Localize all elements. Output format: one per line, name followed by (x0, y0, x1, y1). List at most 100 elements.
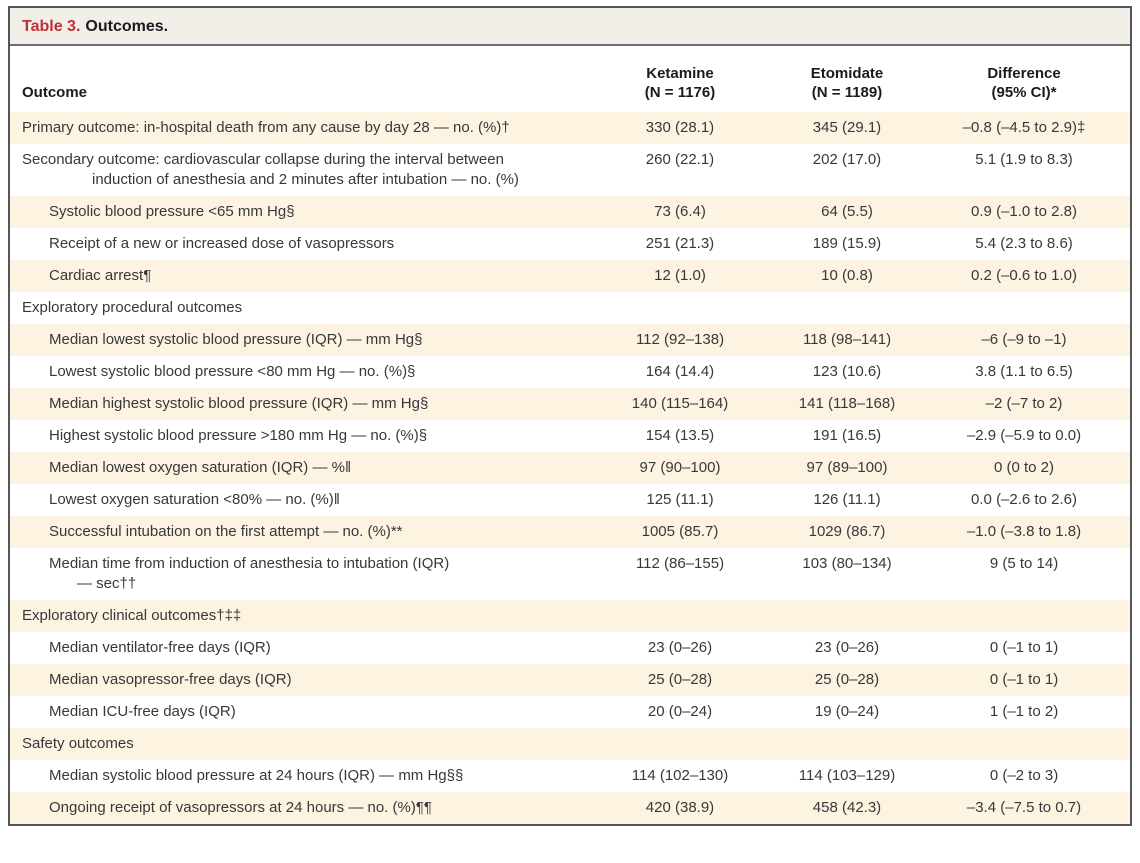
ketamine-value: 164 (14.4) (645, 363, 715, 380)
column-header-etomidate-name: Etomidate (810, 65, 884, 82)
outcome-label-line: Lowest oxygen saturation <80% — no. (%)‖ (49, 491, 340, 508)
difference-value: 1 (–1 to 2) (989, 703, 1059, 720)
table-row: Median ventilator-free days (IQR) 23 (0–2… (10, 632, 1130, 664)
etomidate-value: 97 (89–100) (806, 459, 888, 476)
column-header-outcome: Outcome (22, 84, 88, 101)
table-title-bar: Table 3. Outcomes. (10, 8, 1130, 46)
outcome-label-line: Median ICU-free days (IQR) (49, 703, 236, 720)
column-header-ketamine-name: Ketamine (646, 65, 714, 82)
outcome-label-line: Median highest systolic blood pressure (… (49, 395, 429, 412)
difference-value: 5.4 (2.3 to 8.6) (975, 235, 1073, 252)
etomidate-value: 123 (10.6) (812, 363, 882, 380)
table-row: Successful intubation on the first attem… (10, 516, 1130, 548)
outcome-label-line: induction of anesthesia and 2 minutes af… (92, 171, 519, 188)
outcome-label: Median highest systolic blood pressure (… (10, 388, 596, 420)
table-number: Table 3. (22, 18, 81, 35)
etomidate-value: 141 (118–168) (798, 395, 896, 412)
etomidate-value: 19 (0–24) (814, 703, 880, 720)
outcome-label: Median lowest systolic blood pressure (I… (10, 324, 596, 356)
outcome-label-line: Median ventilator-free days (IQR) (49, 639, 271, 656)
table-body: Primary outcome: in-hospital death from … (10, 112, 1130, 824)
table-row: Safety outcomes (10, 728, 1130, 760)
table-row: Median lowest systolic blood pressure (I… (10, 324, 1130, 356)
difference-value: –2 (–7 to 2) (985, 395, 1063, 412)
etomidate-value: 189 (15.9) (812, 235, 882, 252)
outcome-label: Highest systolic blood pressure >180 mm … (10, 420, 596, 452)
outcome-label-line: Successful intubation on the first attem… (49, 523, 403, 540)
outcome-label-line: Systolic blood pressure <65 mm Hg§ (49, 203, 295, 220)
outcome-label-line: Primary outcome: in-hospital death from … (22, 119, 510, 136)
outcome-label: Median lowest oxygen saturation (IQR) — … (10, 452, 596, 484)
ketamine-value: 97 (90–100) (639, 459, 721, 476)
difference-value: –0.8 (–4.5 to 2.9)‡ (962, 119, 1086, 136)
etomidate-value: 114 (103–129) (798, 767, 896, 784)
column-header-ketamine: Ketamine (N = 1176) (596, 64, 764, 102)
outcome-label: Systolic blood pressure <65 mm Hg§ (10, 196, 596, 228)
table-row: Highest systolic blood pressure >180 mm … (10, 420, 1130, 452)
ketamine-value: 20 (0–24) (647, 703, 713, 720)
table-row: Exploratory procedural outcomes (10, 292, 1130, 324)
outcome-label-line: Median lowest systolic blood pressure (I… (49, 331, 423, 348)
column-header-difference-ci: (95% CI)* (991, 84, 1057, 101)
column-header-etomidate: Etomidate (N = 1189) (764, 64, 930, 102)
outcome-label-line: Secondary outcome: cardiovascular collap… (22, 151, 504, 168)
ketamine-value: 23 (0–26) (647, 639, 713, 656)
ketamine-value: 140 (115–164) (631, 395, 729, 412)
table-row: Secondary outcome: cardiovascular collap… (10, 144, 1130, 196)
table-row: Median lowest oxygen saturation (IQR) — … (10, 452, 1130, 484)
difference-value: 5.1 (1.9 to 8.3) (975, 151, 1073, 168)
outcome-label-line: — sec†† (77, 575, 137, 592)
ketamine-value: 112 (92–138) (635, 331, 725, 348)
outcome-label-line: Receipt of a new or increased dose of va… (49, 235, 395, 252)
ketamine-value (596, 292, 764, 304)
outcomes-table: Table 3. Outcomes. Outcome Ketamine (N = … (8, 6, 1132, 826)
outcome-label-line: Safety outcomes (22, 735, 134, 752)
etomidate-value (764, 292, 930, 304)
outcome-label: Median ventilator-free days (IQR) (10, 632, 596, 664)
outcome-label-line: Median lowest oxygen saturation (IQR) — … (49, 459, 352, 476)
outcome-label-line: Highest systolic blood pressure >180 mm … (49, 427, 428, 444)
etomidate-value: 345 (29.1) (812, 119, 882, 136)
outcome-label-line: Median time from induction of anesthesia… (49, 555, 450, 572)
outcome-label: Primary outcome: in-hospital death from … (10, 112, 596, 144)
table-row: Exploratory clinical outcomes†‡‡ (10, 600, 1130, 632)
difference-value (930, 292, 1118, 304)
outcome-label: Ongoing receipt of vasopressors at 24 ho… (10, 792, 596, 824)
ketamine-value: 420 (38.9) (645, 799, 715, 816)
section-label: Exploratory clinical outcomes†‡‡ (10, 600, 596, 632)
table-row: Lowest systolic blood pressure <80 mm Hg… (10, 356, 1130, 388)
outcome-label-line: Ongoing receipt of vasopressors at 24 ho… (49, 799, 432, 816)
table-header-row: Outcome Ketamine (N = 1176) Etomidate (N… (10, 46, 1130, 112)
ketamine-value: 112 (86–155) (635, 555, 725, 572)
table-row: Median time from induction of anesthesia… (10, 548, 1130, 600)
difference-value: 0 (0 to 2) (993, 459, 1055, 476)
etomidate-value: 126 (11.1) (813, 491, 881, 508)
table-row: Ongoing receipt of vasopressors at 24 ho… (10, 792, 1130, 824)
etomidate-value: 25 (0–28) (814, 671, 880, 688)
outcome-label-line: Exploratory clinical outcomes†‡‡ (22, 607, 242, 624)
outcome-label-line: Lowest systolic blood pressure <80 mm Hg… (49, 363, 416, 380)
outcome-label-line: Median vasopressor-free days (IQR) (49, 671, 292, 688)
outcome-label-line: Exploratory procedural outcomes (22, 299, 243, 316)
difference-value: 0 (–1 to 1) (989, 671, 1059, 688)
table-row: Median vasopressor-free days (IQR) 25 (0–… (10, 664, 1130, 696)
section-label: Safety outcomes (10, 728, 596, 760)
ketamine-value: 1005 (85.7) (641, 523, 719, 540)
difference-value: 0.0 (–2.6 to 2.6) (971, 491, 1077, 508)
column-header-difference: Difference (95% CI)* (930, 64, 1118, 102)
ketamine-value: 154 (13.5) (645, 427, 715, 444)
ketamine-value (596, 728, 764, 740)
outcome-label: Median time from induction of anesthesia… (10, 548, 596, 600)
ketamine-value (596, 600, 764, 612)
etomidate-value (764, 600, 930, 612)
outcome-label: Secondary outcome: cardiovascular collap… (10, 144, 596, 196)
ketamine-value: 330 (28.1) (645, 119, 715, 136)
ketamine-value: 25 (0–28) (647, 671, 713, 688)
table-caption: Outcomes. (85, 18, 169, 35)
difference-value: 0.9 (–1.0 to 2.8) (971, 203, 1077, 220)
outcome-label: Cardiac arrest¶ (10, 260, 596, 292)
difference-value: –6 (–9 to –1) (981, 331, 1067, 348)
table-row: Median ICU-free days (IQR) 20 (0–24) 19 (0… (10, 696, 1130, 728)
ketamine-value: 73 (6.4) (654, 203, 706, 220)
etomidate-value: 191 (16.5) (812, 427, 882, 444)
